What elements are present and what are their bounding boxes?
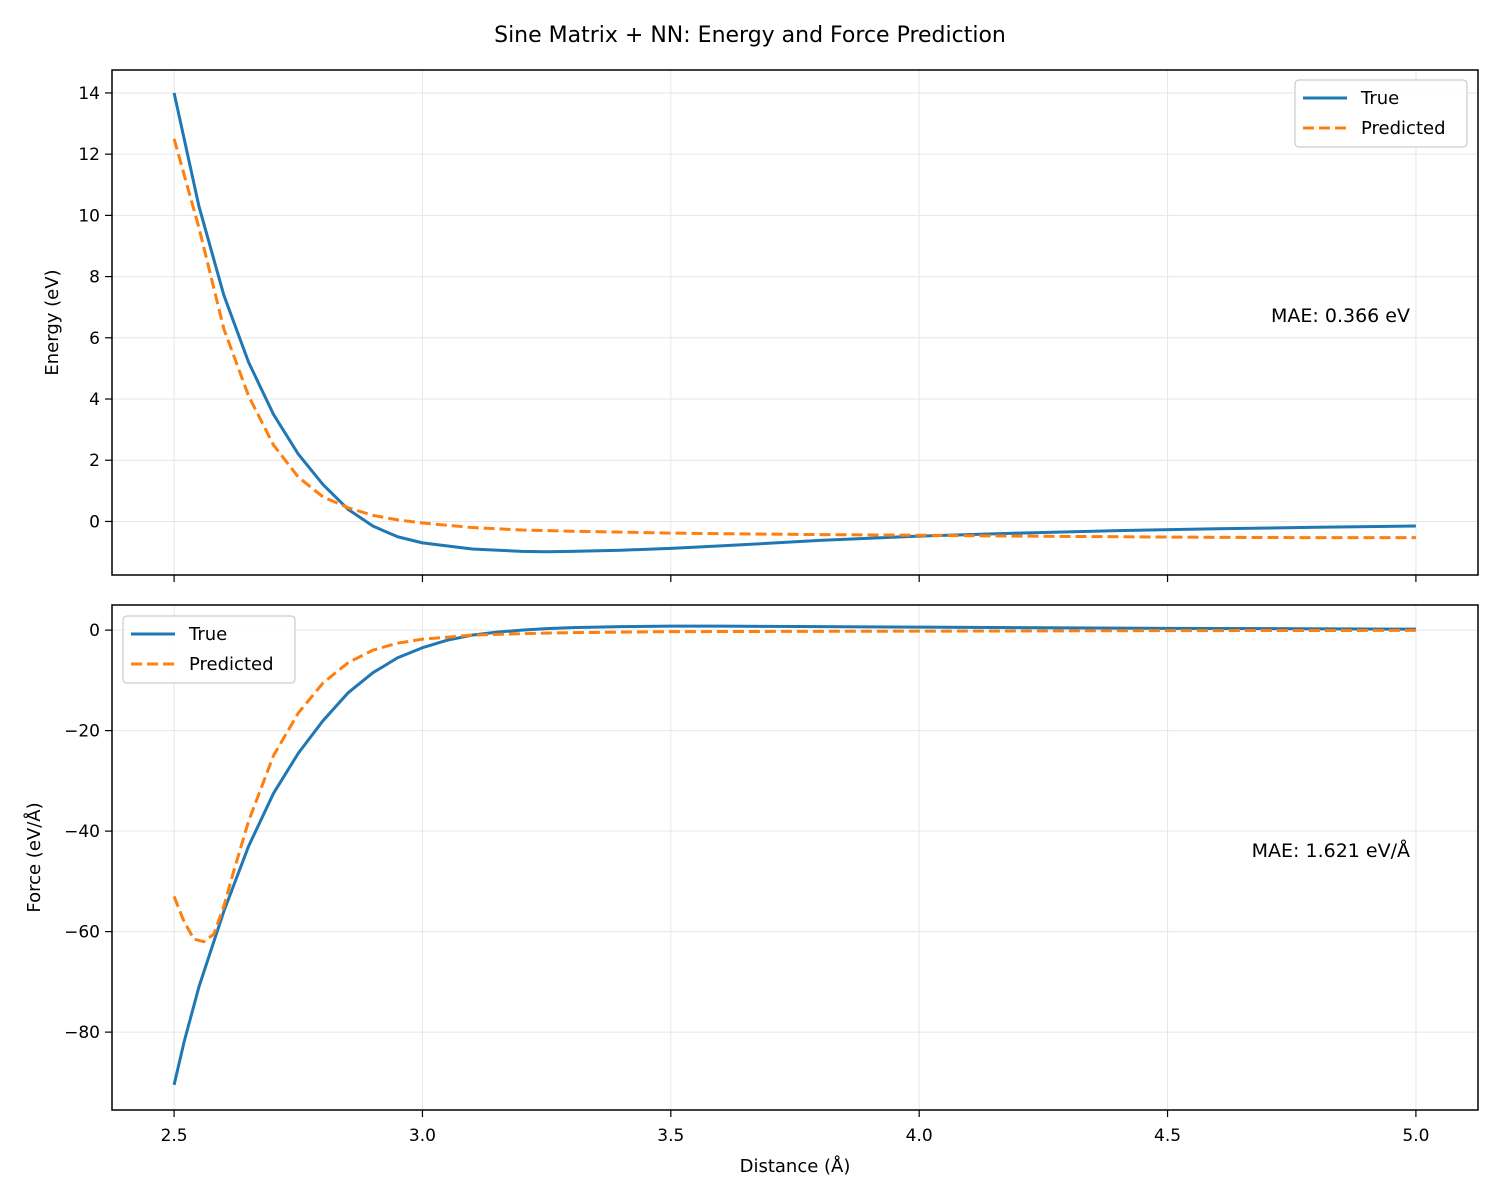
energy-panel: 0 2 4 6 8 10 12 14 Energy (eV) MAE: 0.366 eV True P… <box>42 69 1479 582</box>
force-y-axis-label: Force (eV/Å) <box>23 802 45 912</box>
energy-y-tick-label-3: 6 <box>89 329 100 349</box>
force-x-tick-label-4: 4.5 <box>1154 1126 1181 1146</box>
energy-series-true-line <box>172 92 1416 554</box>
force-panel: 2.5 3.0 3.5 4.0 4.5 5.0 0 −20 −40 −60 −80 Force (eV… <box>23 604 1479 1146</box>
energy-legend: True Predicted <box>1294 79 1468 148</box>
energy-y-tick-label-0: 0 <box>89 512 100 532</box>
energy-y-tick-label-7: 14 <box>78 84 100 104</box>
force-axes-frame <box>111 604 1479 1111</box>
force-y-tick-label-1: −20 <box>64 722 100 742</box>
x-axis-label: Distance (Å) <box>740 1155 851 1177</box>
figure-title: Sine Matrix + NN: Energy and Force Predi… <box>494 23 1006 48</box>
energy-y-tick-label-5: 10 <box>78 206 100 226</box>
force-y-tick-label-4: −80 <box>64 1023 100 1043</box>
energy-legend-label-predicted: Predicted <box>1361 118 1446 139</box>
force-y-tick-label-2: −40 <box>64 822 100 842</box>
force-legend-label-predicted: Predicted <box>189 654 274 675</box>
force-series-true-line <box>172 624 1416 1086</box>
force-mae-annotation: MAE: 1.621 eV/Å <box>1252 839 1410 862</box>
energy-y-tick-label-2: 4 <box>89 390 100 410</box>
energy-legend-label-true: True <box>1360 88 1399 109</box>
energy-y-tick-label-4: 8 <box>89 268 100 288</box>
energy-series-predicted-line <box>172 138 1416 540</box>
force-legend-label-true: True <box>188 624 227 645</box>
energy-y-tick-label-1: 2 <box>89 451 100 471</box>
force-x-tick-label-5: 5.0 <box>1402 1126 1429 1146</box>
force-y-tick-label-3: −60 <box>64 923 100 943</box>
force-x-tick-label-0: 2.5 <box>161 1126 188 1146</box>
energy-axes-frame <box>111 69 1479 576</box>
energy-y-tick-label-6: 12 <box>78 145 100 165</box>
force-y-tick-label-0: 0 <box>89 621 100 641</box>
force-x-tick-label-3: 4.0 <box>906 1126 933 1146</box>
force-x-tick-label-1: 3.0 <box>409 1126 436 1146</box>
force-series-predicted-line <box>172 628 1416 944</box>
energy-mae-annotation: MAE: 0.366 eV <box>1271 305 1410 327</box>
force-legend: True Predicted <box>122 615 296 684</box>
force-x-tick-label-2: 3.5 <box>657 1126 684 1146</box>
energy-y-axis-label: Energy (eV) <box>42 269 63 375</box>
